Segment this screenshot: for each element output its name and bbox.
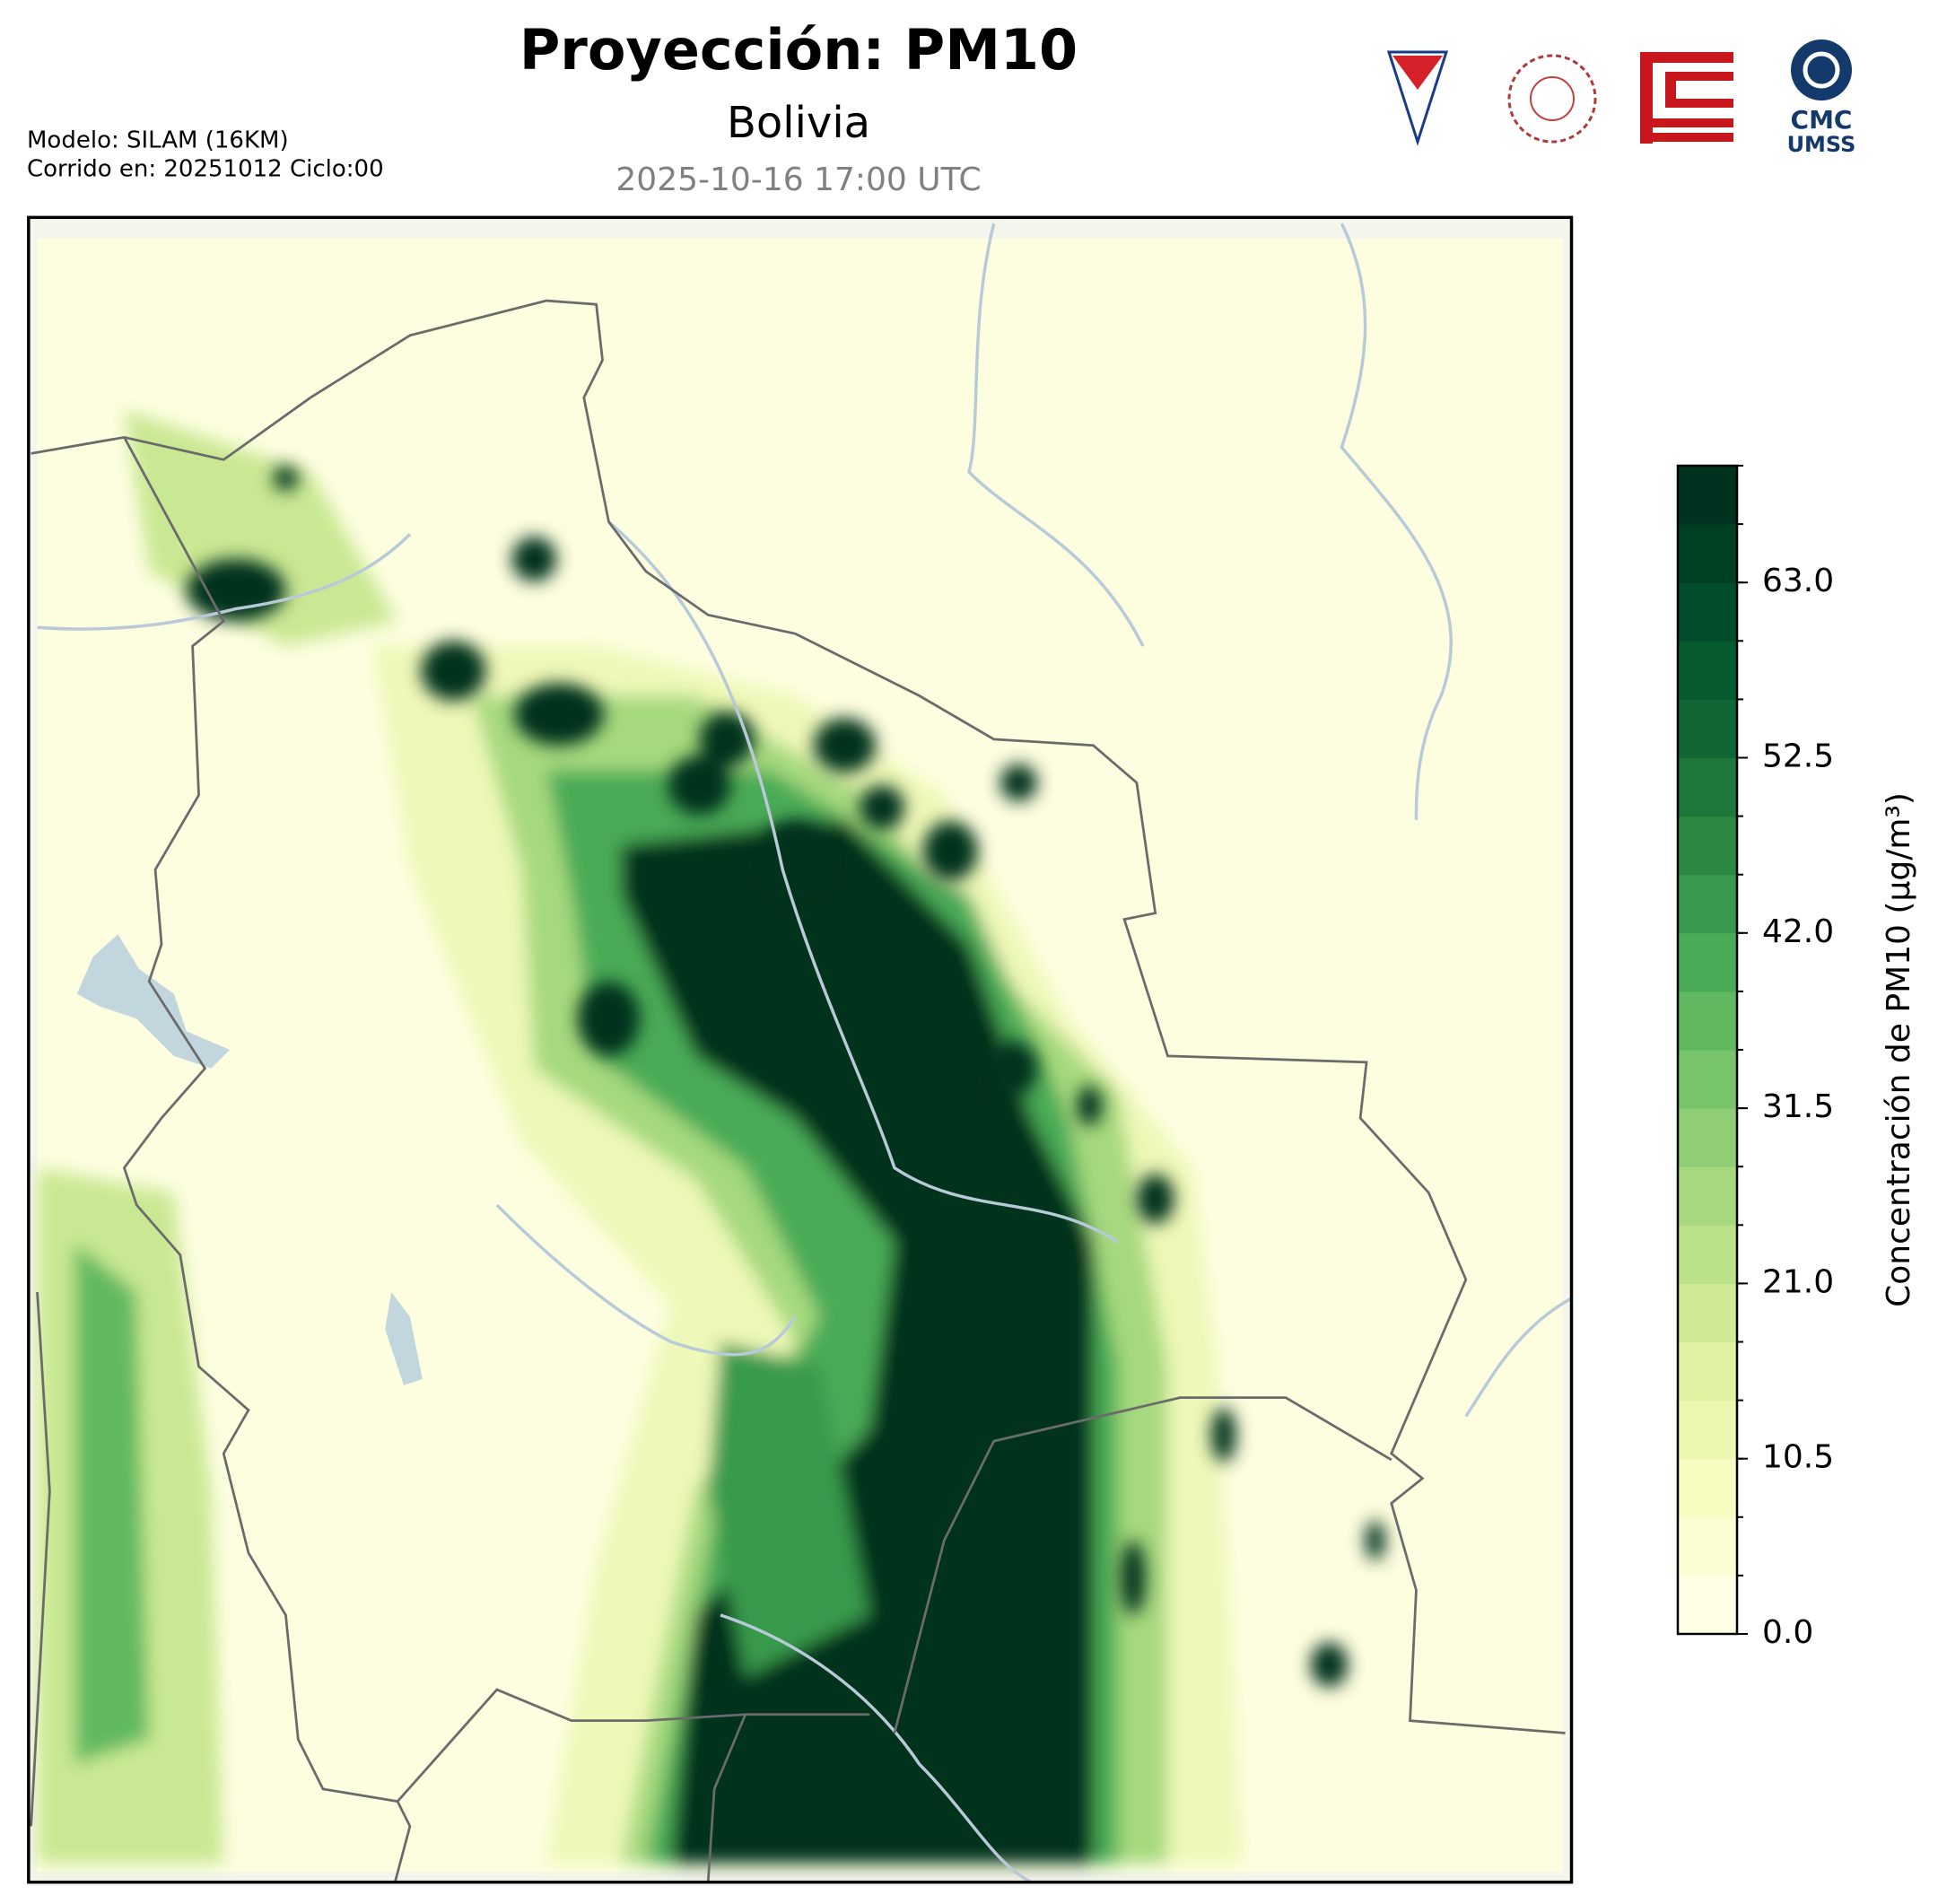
run-info: Corrido en: 20251012 Ciclo:00 [27,156,384,183]
logo-cmc [1791,39,1852,100]
colorbar-bin [1678,582,1737,642]
tick-label: 10.5 [1762,1439,1834,1476]
tick-label: 63.0 [1762,563,1834,599]
logo-umss [1386,50,1449,146]
colorbar: 0.0 10.5 21.0 31.5 42.0 52.5 63.0 [1676,464,1834,1651]
colorbar-bin [1678,1050,1737,1109]
logo-fisica [1507,54,1597,144]
logo-red [1640,52,1733,144]
colorbar-bin [1678,1108,1737,1167]
colorbar-bin [1678,524,1737,583]
tick-label: 52.5 [1762,738,1834,775]
hotspots [186,466,1385,1688]
tick-label: 21.0 [1762,1263,1834,1300]
lake-poopo [385,1291,423,1385]
colorbar-bin [1678,641,1737,700]
subtitle: Bolivia [727,98,870,148]
colorbar-bin [1678,991,1737,1051]
valid-time: 2025-10-16 17:00 UTC [615,162,981,198]
tick-label: 42.0 [1762,913,1834,950]
logo-fisica-inner [1530,76,1575,121]
colorbar-label: Concentración de PM10 (µg/m³) [1881,792,1917,1307]
logos: CMC UMSS [1386,39,1856,157]
colorbar-bin [1678,1283,1737,1342]
colorbar-bin [1678,1516,1737,1576]
borders [30,299,1566,1882]
colorbar-bin [1678,699,1737,758]
logo-text: CMC [1791,105,1853,135]
title: Proyección: PM10 [519,17,1078,83]
colorbar-bin [1678,932,1737,992]
concentration-field [37,409,1243,1864]
colorbar-bin [1678,816,1737,876]
colorbar-bin [1678,757,1737,817]
tick-label: 31.5 [1762,1088,1834,1125]
logo-cmc-ring [1803,51,1840,89]
colorbar-bin [1678,1225,1737,1284]
tick-label: 0.0 [1762,1614,1813,1651]
lake-titicaca [76,934,231,1069]
colorbar-bin [1678,1575,1737,1635]
rivers [37,223,1572,1882]
colorbar-bin [1678,1458,1737,1518]
map-frame [27,215,1574,1884]
colorbar-bin [1678,1341,1737,1402]
colorbar-bin [1678,466,1737,525]
colorbar-bin [1678,1400,1737,1460]
logo-text: UMSS [1787,132,1856,157]
logo-umss-red [1392,56,1443,90]
colorbar-bin [1678,874,1737,934]
model-info: Modelo: SILAM (16KM) [27,127,289,154]
map [27,215,1574,1884]
colorbar-bin [1678,1166,1737,1226]
